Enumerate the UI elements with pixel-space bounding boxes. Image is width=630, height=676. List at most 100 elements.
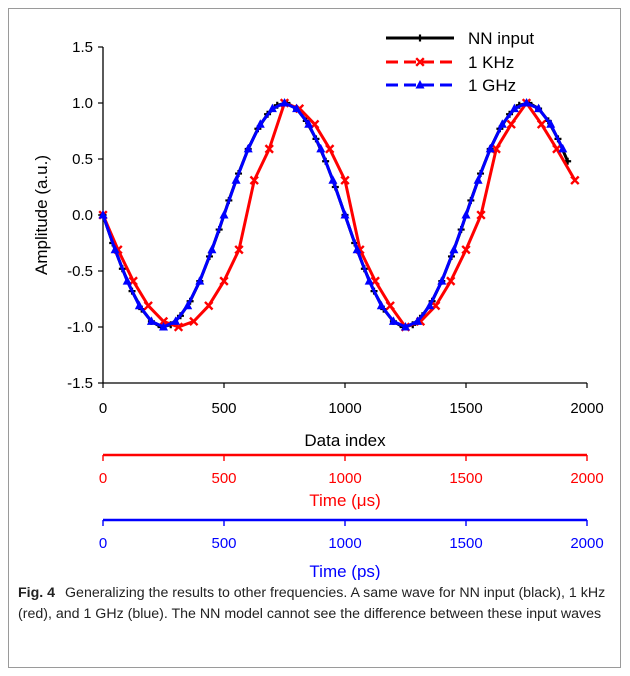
- x-tick-label: 2000: [570, 400, 603, 417]
- data-point: [364, 276, 374, 285]
- data-point: [243, 143, 253, 153]
- data-point: [509, 103, 519, 113]
- figure-caption: Fig. 4 Generalizing the results to other…: [18, 583, 613, 625]
- data-point: [234, 245, 244, 255]
- legend-label: NN input: [468, 29, 534, 48]
- data-point: [183, 300, 193, 310]
- secondary-axis-title: Time (μs): [309, 491, 381, 510]
- data-point: [122, 276, 132, 285]
- line-chart: -1.5 -1.0 -0.5 0.0 0.5 1.0 1.5 0 500 1000 1500 2000…: [32, 29, 604, 580]
- data-point: [146, 316, 156, 325]
- data-point: [449, 244, 459, 254]
- series-line: [101, 101, 565, 329]
- series-layer: [98, 98, 580, 332]
- y-tick-label: -1.5: [67, 375, 93, 392]
- x-tick-label: 0: [99, 400, 107, 417]
- data-point: [158, 316, 169, 327]
- secondary-axis: 0 500 1000 1500 2000 Time (μs): [99, 453, 604, 510]
- secondary-tick-label: 500: [211, 470, 236, 487]
- data-point: [219, 276, 229, 286]
- data-point: [388, 316, 398, 325]
- data-point: [497, 119, 507, 128]
- data-point: [204, 301, 214, 311]
- data-point: [267, 103, 277, 113]
- data-point: [98, 210, 108, 219]
- data-point: [110, 244, 120, 254]
- data-point: [207, 244, 217, 254]
- data-point: [171, 316, 181, 325]
- data-point: [437, 276, 447, 285]
- data-point: [325, 144, 335, 154]
- series-line: [101, 101, 577, 329]
- secondary-tick-label: 1000: [328, 470, 361, 487]
- data-point: [415, 57, 425, 67]
- legend: NN input 1 KHz 1 GHz: [386, 29, 534, 95]
- data-point: [536, 119, 547, 129]
- series-line: [101, 101, 570, 329]
- data-point: [376, 300, 386, 310]
- data-point: [416, 34, 424, 42]
- secondary-axis: 0 500 1000 1500 2000 Time (ps): [99, 518, 604, 580]
- y-axis-title: Amplitude (a.u.): [32, 155, 51, 275]
- data-point: [143, 301, 153, 311]
- data-point: [446, 276, 456, 286]
- data-point: [461, 245, 471, 255]
- data-point: [292, 103, 302, 113]
- data-point: [249, 175, 259, 185]
- data-point: [159, 322, 168, 331]
- data-point: [570, 175, 580, 185]
- series-1-ghz: [98, 98, 568, 331]
- secondary-tick-label: 1000: [328, 535, 361, 552]
- data-point: [534, 103, 544, 113]
- secondary-tick-label: 2000: [570, 470, 603, 487]
- data-point: [304, 119, 314, 128]
- data-point: [546, 119, 556, 128]
- data-point: [476, 210, 486, 220]
- data-point: [415, 80, 425, 89]
- caption-text: Generalizing the results to other freque…: [18, 585, 606, 622]
- data-point: [189, 316, 199, 327]
- caption-label: Fig. 4: [18, 585, 56, 601]
- x-tick-label: 1000: [328, 400, 361, 417]
- data-point: [522, 98, 531, 107]
- data-point: [219, 210, 229, 219]
- data-point: [461, 210, 471, 219]
- legend-label: 1 GHz: [468, 76, 516, 95]
- x-tick-label: 500: [211, 400, 236, 417]
- data-point: [328, 175, 338, 184]
- data-point: [473, 175, 483, 184]
- y-tick-label: -1.0: [67, 319, 93, 336]
- secondary-tick-label: 0: [99, 470, 107, 487]
- data-point: [264, 144, 274, 154]
- data-point: [195, 276, 205, 285]
- x-tick-label: 1500: [449, 400, 482, 417]
- series-nn-input: [99, 99, 572, 331]
- secondary-tick-label: 2000: [570, 535, 603, 552]
- secondary-tick-label: 1500: [449, 470, 482, 487]
- secondary-tick-label: 1500: [449, 535, 482, 552]
- figure-frame: [8, 8, 621, 668]
- data-point: [401, 322, 410, 331]
- data-point: [280, 98, 289, 107]
- data-point: [340, 175, 350, 185]
- data-point: [134, 300, 144, 310]
- data-point: [385, 301, 395, 311]
- series-1-khz: [98, 98, 580, 332]
- secondary-axes: 0 500 1000 1500 2000 Time (μs) 0 500 1000 1500 200…: [99, 453, 604, 580]
- y-tick-label: 1.5: [72, 39, 93, 56]
- data-point: [485, 143, 495, 153]
- legend-label: 1 KHz: [468, 53, 514, 72]
- y-tick-label: 1.0: [72, 95, 93, 112]
- secondary-tick-label: 0: [99, 535, 107, 552]
- data-point: [425, 300, 435, 310]
- data-point: [340, 210, 350, 219]
- data-point: [231, 175, 241, 184]
- data-point: [255, 119, 265, 128]
- data-point: [413, 316, 423, 325]
- secondary-tick-label: 500: [211, 535, 236, 552]
- x-axis-title: Data index: [304, 431, 386, 450]
- y-tick-label: 0.0: [72, 207, 93, 224]
- data-point: [352, 244, 362, 254]
- y-tick-label: 0.5: [72, 151, 93, 168]
- data-point: [506, 119, 516, 129]
